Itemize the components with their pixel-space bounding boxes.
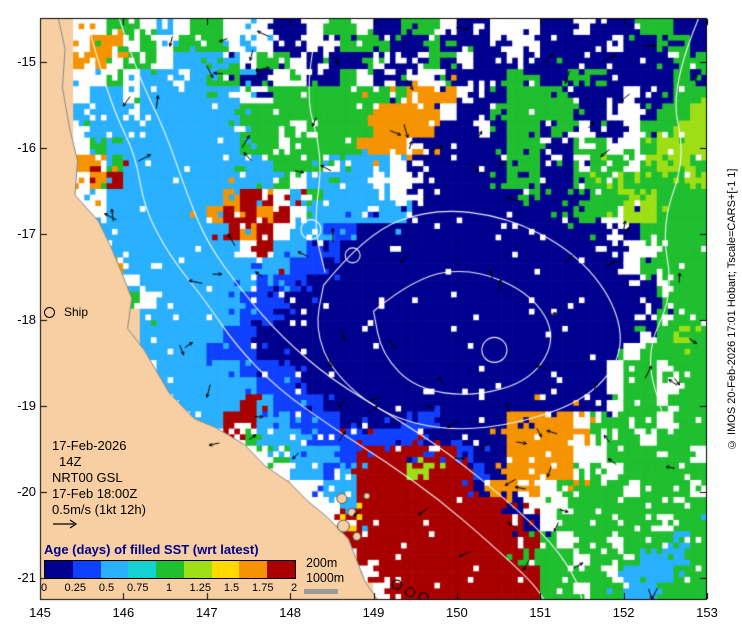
- colorbar-segment: [72, 561, 101, 578]
- y-tick-label: -16: [17, 139, 36, 155]
- colorbar: [44, 560, 296, 579]
- colorbar-tick-label: 0: [40, 582, 48, 594]
- x-tick-label: 150: [446, 605, 468, 620]
- colorbar-segment: [211, 561, 240, 578]
- colorbar-segment: [45, 561, 73, 578]
- colorbar-segment: [100, 561, 129, 578]
- x-tick-label: 151: [529, 605, 552, 620]
- colorbar-segment: [128, 561, 157, 578]
- colorbar-segment: [156, 561, 184, 578]
- x-tick-label: 146: [112, 605, 135, 620]
- analysis-time: 14Z: [59, 454, 82, 469]
- y-tick-label: -19: [17, 397, 36, 413]
- x-tick-label: 148: [279, 605, 301, 620]
- vector-scale-arrow-icon: [53, 519, 78, 529]
- colorbar-title: Age (days) of filled SST (wrt latest): [44, 542, 259, 557]
- x-tick-label: 147: [195, 605, 218, 620]
- x-tick-label: 145: [29, 605, 51, 620]
- depth-label-200m: 200m: [306, 556, 338, 570]
- credit-text: © IMOS 20-Feb-2026 17:01 Hobart; Tscale=…: [726, 168, 738, 450]
- colorbar-segment: [267, 561, 296, 578]
- y-tick-label: -21: [17, 569, 36, 585]
- colorbar-tick-label: 0.25: [64, 582, 86, 594]
- colorbar-segment: [183, 561, 212, 578]
- colorbar-tick-label: 0.75: [127, 582, 149, 594]
- ship-legend: Ship: [44, 305, 88, 319]
- colorbar-tick-label: 1.75: [252, 582, 274, 594]
- model-name: NRT00 GSL: [52, 470, 123, 485]
- ship-label: Ship: [64, 305, 89, 319]
- y-tick-label: -18: [17, 311, 36, 327]
- x-tick-label: 152: [612, 605, 635, 620]
- y-tick-label: -20: [17, 483, 36, 499]
- depth-label-1000m: 1000m: [306, 571, 345, 585]
- x-tick-label: 153: [696, 605, 718, 620]
- colorbar-tick-label: 2: [290, 582, 298, 594]
- y-tick-label: -17: [17, 225, 36, 241]
- analysis-date: 17-Feb-2026: [52, 438, 127, 453]
- colorbar-segment: [239, 561, 268, 578]
- colorbar-tick-label: 1.5: [223, 582, 240, 594]
- ship-marker-icon: [44, 306, 55, 318]
- depth-contour-line-sample: [304, 589, 338, 594]
- vector-scale-label: 0.5m/s (1kt 12h): [52, 502, 146, 517]
- x-tick-label: 149: [362, 605, 385, 620]
- colorbar-tick-label: 1: [165, 582, 173, 594]
- y-tick-label: -15: [17, 54, 36, 69]
- colorbar-tick-label: 0.5: [98, 582, 115, 594]
- timestamp-block: 17-Feb-2026 14Z NRT00 GSL 17-Feb 18:00Z …: [52, 438, 146, 518]
- colorbar-tick-label: 1.25: [189, 582, 211, 594]
- valid-time: 17-Feb 18:00Z: [52, 486, 138, 501]
